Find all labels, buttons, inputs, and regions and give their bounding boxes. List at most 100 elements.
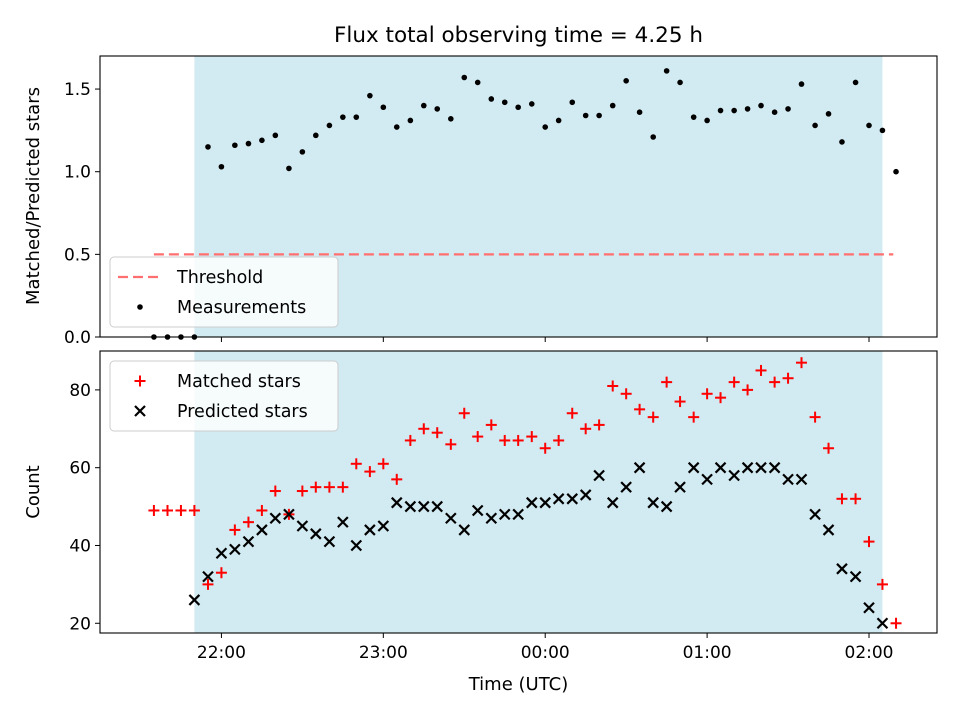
predicted-point-b <box>687 461 700 474</box>
axes-frame <box>99 55 938 338</box>
predicted-point <box>485 512 498 525</box>
predicted-point-b <box>579 489 592 501</box>
predicted-point <box>633 461 646 474</box>
predicted-point <box>229 543 241 556</box>
predicted-point <box>323 535 336 548</box>
measurement-point <box>474 79 481 86</box>
matched-point <box>688 411 700 423</box>
predicted-point <box>876 617 889 630</box>
x-axis-label: Time (UTC) <box>468 674 569 695</box>
predicted-point <box>283 508 295 521</box>
predicted-point <box>431 500 444 513</box>
y-tick-label: 20 <box>69 614 91 634</box>
count-panel: 20 40 60 80 22:00 23:00 00:00 01:00 02:00 Matched… <box>69 350 938 663</box>
predicted-point-b <box>404 500 417 513</box>
predicted-point-b <box>323 535 336 548</box>
plot-area <box>151 68 899 340</box>
matched-point <box>782 372 794 384</box>
predicted-point <box>256 524 268 536</box>
matched-point <box>337 481 349 493</box>
matched-point <box>755 364 767 376</box>
predicted-point <box>215 547 228 560</box>
predicted-point-b <box>418 500 430 513</box>
predicted-point <box>512 508 524 521</box>
measurement-point <box>299 149 306 155</box>
measurement-point <box>326 122 333 129</box>
y-tick-label: 1.5 <box>64 80 91 100</box>
predicted-point <box>539 496 551 509</box>
predicted-point <box>674 481 686 493</box>
matched-point <box>566 407 578 419</box>
predicted-point <box>593 469 605 482</box>
matched-point <box>431 427 443 439</box>
matched-point <box>485 419 497 431</box>
predicted-point-b <box>498 508 511 521</box>
legend: Matched stars Predicted stars <box>109 360 339 432</box>
y-tick-label: 1.0 <box>64 163 91 183</box>
y-axis-label-count: Count <box>23 465 44 518</box>
predicted-point-b <box>269 512 282 525</box>
matched-point <box>310 481 322 493</box>
predicted-point-b <box>849 570 862 583</box>
x-tick-label: 01:00 <box>683 643 732 663</box>
legend: Threshold Measurements <box>109 256 339 328</box>
predicted-point <box>836 563 848 575</box>
predicted-point-b <box>471 504 484 517</box>
predicted-point-b <box>836 563 848 575</box>
matched-point <box>553 434 565 446</box>
measurement-point <box>758 102 764 109</box>
matched-point <box>876 578 888 590</box>
predicted-point-b <box>660 500 673 513</box>
predicted-point-b <box>377 520 390 532</box>
matched-point <box>647 411 659 423</box>
measurement-point <box>825 111 832 117</box>
matched-point <box>526 431 538 443</box>
measurement-point <box>555 117 562 124</box>
predicted-point-b <box>485 512 498 525</box>
predicted-point <box>809 508 821 521</box>
predicted-point <box>269 512 282 525</box>
predicted-point <box>296 520 309 532</box>
predicted-point-b <box>296 520 309 532</box>
predicted-point <box>728 469 740 482</box>
measurement-point <box>286 165 292 172</box>
measurement-point <box>461 74 468 81</box>
predicted-point <box>498 508 511 521</box>
predicted-point <box>445 512 457 525</box>
measurement-point <box>542 124 549 130</box>
predicted-point <box>390 496 403 509</box>
predicted-point-b <box>283 508 295 521</box>
predicted-point-b <box>728 469 740 482</box>
legend-measurement-swatch <box>137 304 143 310</box>
predicted-point <box>310 528 322 540</box>
predicted-point <box>714 461 727 474</box>
predicted-point <box>525 496 538 509</box>
y-tick-label: 0.0 <box>64 328 91 348</box>
predicted-point-b <box>606 496 619 509</box>
legend-label: Predicted stars <box>177 402 308 422</box>
predicted-point <box>849 570 862 583</box>
measurement-point <box>744 106 751 112</box>
x-tick-label: 23:00 <box>359 643 408 663</box>
chart-title: Flux total observing time = 4.25 h <box>334 23 703 48</box>
predicted-point-b <box>768 461 781 474</box>
y-tick-label: 60 <box>69 459 91 479</box>
legend-label: Matched stars <box>177 372 301 392</box>
predicted-point-b <box>795 473 808 486</box>
matched-point <box>607 380 619 392</box>
predicted-point <box>377 520 390 532</box>
matched-point <box>364 466 376 478</box>
matched-point <box>634 403 646 415</box>
predicted-point-b <box>552 493 565 505</box>
measurement-point <box>771 109 778 115</box>
predicted-point-b <box>755 461 767 474</box>
predicted-point <box>647 496 659 509</box>
matched-point <box>296 485 308 497</box>
measurement-point <box>205 144 211 150</box>
predicted-point-b <box>539 496 551 509</box>
predicted-point <box>755 461 767 474</box>
predicted-point <box>458 524 471 536</box>
measurement-point <box>636 109 643 115</box>
measurement-point <box>704 117 710 124</box>
measurement-point <box>407 117 414 124</box>
